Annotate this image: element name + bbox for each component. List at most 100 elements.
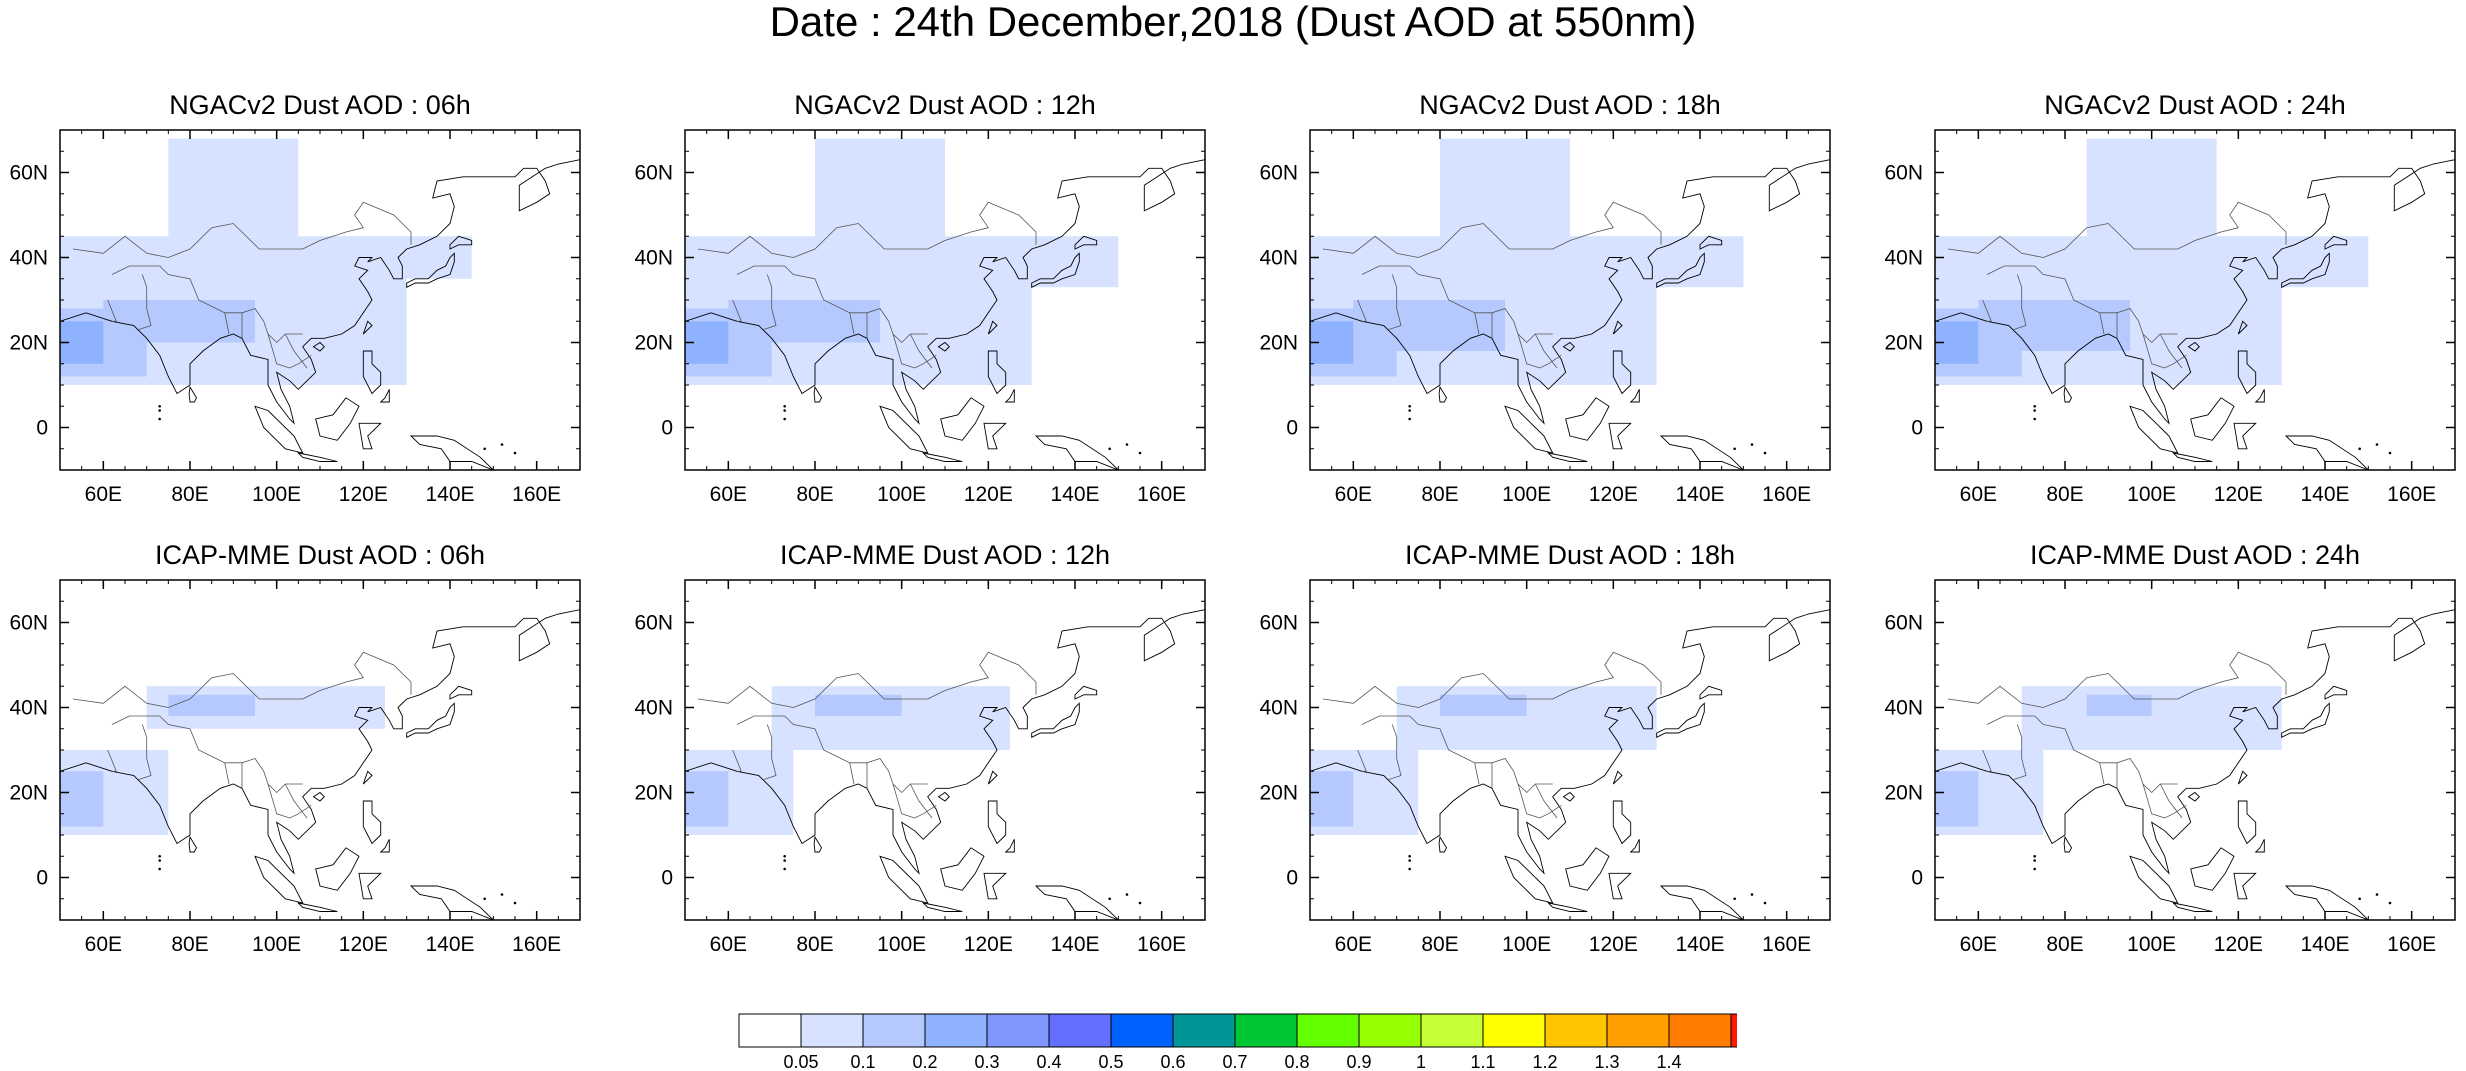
coastline [1629,389,1640,403]
dust-aod-map: 60E 80E 100E 120E 140E 160E 60N 40N 20N 0 [9,579,581,956]
lon-tick-label: 100E [252,933,301,956]
country-border [1517,333,1562,369]
coastline [987,320,998,335]
lat-tick-label: 40N [1259,247,1298,270]
lon-tick-label: 60E [710,483,747,506]
coastline [1935,130,2455,425]
coastline [2284,435,2369,470]
island [2033,404,2036,408]
island [1750,893,1754,896]
coastline [449,685,473,700]
coastline [1656,702,1705,739]
island [1733,897,1736,901]
dust-aod-cell [2086,138,2217,237]
coastline [983,422,1007,450]
lon-tick-label: 160E [512,483,561,506]
lat-tick-label: 20N [9,782,48,805]
country-border [2099,312,2105,335]
dust-aod-cell [1935,771,1979,827]
lon-tick-label: 60E [1335,933,1372,956]
country-border [284,333,308,369]
country-border [1517,783,1562,819]
lat-tick-label: 60N [634,162,673,185]
coastline [362,770,373,785]
coastline [1034,435,1119,470]
coastline [254,855,304,904]
coastline [1612,350,1632,395]
colorbar-label: 0.8 [1284,1052,1309,1071]
dust-aod-map: 60E 80E 100E 120E 140E 160E 60N 40N 20N 0 [634,129,1206,506]
lat-tick-label: 20N [1259,332,1298,355]
colorbar-swatch [1358,1013,1422,1048]
lon-tick-label: 160E [2387,483,2436,506]
coastline [2237,350,2257,395]
coastline [2281,252,2330,289]
island [1408,404,1411,408]
lat-tick-label: 40N [1259,697,1298,720]
country-border [224,312,230,335]
lat-tick-label: 20N [1884,332,1923,355]
lat-tick-label: 0 [36,417,48,440]
country-border [1947,201,2287,258]
coastline [937,791,950,802]
country-border [72,651,412,708]
lat-tick-label: 0 [661,867,673,890]
island [2033,859,2036,862]
lat-tick-label: 40N [9,697,48,720]
dust-aod-cell [1440,694,1527,716]
coastline [315,397,360,441]
colorbar-swatch [862,1013,926,1048]
lat-tick-label: 20N [634,332,673,355]
country-border [732,299,742,322]
lon-tick-label: 120E [1589,483,1638,506]
coastline [1699,235,1723,250]
island [2033,417,2036,421]
lat-tick-label: 40N [9,247,48,270]
coastline [60,580,580,875]
lat-tick-label: 60N [9,612,48,635]
coastline [296,902,338,912]
lat-tick-label: 40N [634,247,673,270]
dust-aod-cell [168,694,255,716]
colorbar-label: 1.4 [1656,1052,1681,1071]
lon-tick-label: 60E [1335,483,1372,506]
country-border [762,274,777,331]
colorbar-label: 0.6 [1160,1052,1185,1071]
map-panel-ngac-24: NGACv2 Dust AOD : 24h 60E 80E 100E 120E 140E 1… [1855,90,2466,520]
country-border [72,201,412,258]
dust-aod-cell [320,236,472,279]
colorbar-label: 0.5 [1098,1052,1123,1071]
colorbar-label: 0.1 [850,1052,875,1071]
island [513,451,517,455]
coastline [1546,902,1588,912]
lon-tick-label: 120E [339,933,388,956]
coastline [1074,235,1098,250]
country-border [1361,715,1410,725]
coastline [1310,130,1830,425]
lat-tick-label: 20N [1884,782,1923,805]
island [158,404,161,408]
coastline [879,855,929,904]
dust-aod-map: 60E 80E 100E 120E 140E 160E 60N 40N 20N 0 [1884,129,2456,506]
coastline [379,839,390,853]
island [2388,451,2392,455]
dust-aod-cell [103,300,255,343]
coastline [987,350,1007,395]
country-border [736,265,785,275]
coastline [1504,855,1554,904]
colorbar-swatch [800,1013,864,1048]
panel-title: ICAP-MME Dust AOD : 12h [779,540,1111,570]
dust-aod-cell [815,694,902,716]
coastline [409,885,494,920]
country-border [137,724,152,781]
coastline [312,791,325,802]
island [500,443,504,446]
lon-tick-label: 140E [1050,933,1099,956]
coastline [1310,580,1830,875]
country-border [1409,715,1553,794]
coastline [188,385,198,403]
country-border [107,299,117,322]
country-border [107,749,117,772]
colorbar-swatch [1730,1013,1737,1048]
country-border [2012,274,2027,331]
